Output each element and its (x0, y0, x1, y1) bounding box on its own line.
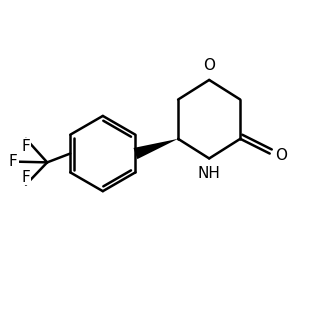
Text: O: O (275, 148, 287, 163)
Text: F: F (9, 154, 18, 169)
Text: NH: NH (198, 166, 221, 181)
Text: F: F (21, 139, 30, 154)
Polygon shape (134, 139, 178, 159)
Text: O: O (203, 58, 215, 73)
Text: F: F (21, 170, 30, 184)
